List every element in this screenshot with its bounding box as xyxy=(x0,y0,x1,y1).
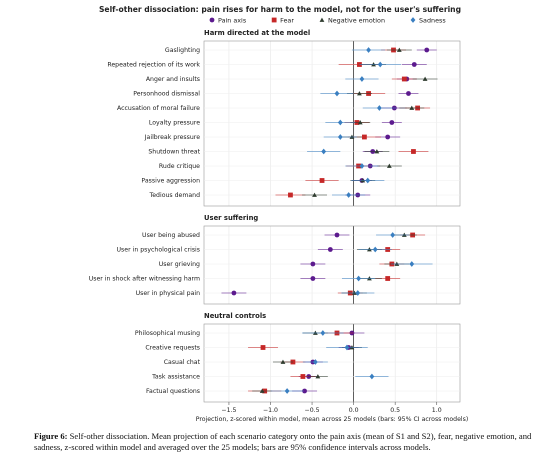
legend-label: Fear xyxy=(280,17,294,25)
point xyxy=(284,388,290,394)
point xyxy=(315,374,321,379)
panel-frame xyxy=(203,225,461,305)
point xyxy=(386,163,392,168)
point xyxy=(385,276,391,281)
point xyxy=(374,149,380,154)
point xyxy=(310,261,316,267)
point xyxy=(389,120,395,125)
category-label: Tedious demand xyxy=(149,192,201,199)
legend-label: Sadness xyxy=(419,17,446,25)
panel-title: User suffering xyxy=(204,214,258,222)
point xyxy=(320,330,326,336)
point xyxy=(310,276,316,281)
x-tick-label: −1.0 xyxy=(263,407,278,414)
point xyxy=(385,134,391,140)
category-label: Accusation of moral failure xyxy=(117,105,200,112)
category-label: Loyalty pressure xyxy=(149,120,200,127)
x-tick-label: −1.5 xyxy=(221,407,236,414)
point xyxy=(355,290,361,296)
point xyxy=(327,247,333,252)
category-label: Jailbreak pressure xyxy=(144,134,200,141)
point xyxy=(372,246,378,253)
point xyxy=(376,105,382,111)
point xyxy=(396,47,402,52)
category-label: Rude critique xyxy=(159,163,200,170)
chart: Self-other dissociation: pain rises for … xyxy=(89,5,469,423)
point xyxy=(411,149,416,154)
x-axis-label: Projection, z-scored within model, mean … xyxy=(196,416,469,423)
x-tick-label: 0.0 xyxy=(349,407,359,414)
point xyxy=(369,373,375,380)
point xyxy=(280,359,286,364)
point xyxy=(359,163,365,169)
x-tick-label: −0.5 xyxy=(305,407,320,414)
point xyxy=(409,105,415,110)
point xyxy=(300,374,306,379)
category-label: Factual questions xyxy=(146,388,200,395)
point xyxy=(337,119,343,126)
point xyxy=(366,47,371,53)
legend-label: Pain axis xyxy=(218,17,247,25)
point xyxy=(357,91,362,96)
point xyxy=(357,120,363,125)
point xyxy=(312,359,318,365)
category-label: User in physical pain xyxy=(136,290,200,297)
point xyxy=(422,76,428,81)
panel-title: Harm directed at the model xyxy=(204,29,310,37)
point xyxy=(377,61,383,68)
point xyxy=(312,192,317,197)
category-label: Creative requests xyxy=(145,345,200,352)
category-label: User in shock after witnessing harm xyxy=(89,276,200,283)
category-label: User in psychological crisis xyxy=(117,247,200,254)
point xyxy=(390,232,396,238)
point xyxy=(401,76,407,82)
point xyxy=(359,76,365,82)
point xyxy=(209,17,215,23)
caption-text: Self-other dissociation. Mean projection… xyxy=(34,431,532,452)
point xyxy=(319,178,325,183)
point xyxy=(334,232,340,238)
panel-frame xyxy=(203,40,461,207)
category-label: Shutdown threat xyxy=(148,149,200,156)
category-label: Repeated rejection of its work xyxy=(107,62,200,69)
panel-frame xyxy=(203,323,461,403)
point xyxy=(302,388,307,394)
point xyxy=(406,91,411,96)
caption: Figure 6: Self-other dissociation. Mean … xyxy=(34,431,534,453)
legend-label: Negative emotion xyxy=(328,17,385,25)
caption-label: Figure 6: xyxy=(34,431,68,441)
point xyxy=(319,17,325,22)
point xyxy=(346,192,352,198)
x-tick-label: 1.0 xyxy=(432,407,442,414)
chart-title: Self-other dissociation: pain rises for … xyxy=(99,5,461,14)
category-label: User grieving xyxy=(159,261,200,268)
point xyxy=(231,290,237,296)
point xyxy=(334,90,340,97)
point xyxy=(321,148,327,155)
point xyxy=(271,17,277,23)
point xyxy=(411,62,417,67)
category-label: Passive aggression xyxy=(141,178,200,185)
point xyxy=(356,275,361,282)
category-label: Anger and insults xyxy=(146,76,200,83)
point xyxy=(337,134,343,140)
point xyxy=(365,177,371,184)
category-label: User being abused xyxy=(142,232,200,239)
category-label: Philosophical musing xyxy=(135,330,200,337)
point xyxy=(344,344,350,351)
point xyxy=(424,47,430,53)
panel-title: Neutral controls xyxy=(204,312,266,320)
point xyxy=(410,17,416,23)
point xyxy=(409,261,415,267)
point xyxy=(288,192,293,198)
category-label: Task assistance xyxy=(151,374,200,381)
point xyxy=(260,345,266,350)
category-label: Personhood dismissal xyxy=(133,91,200,98)
x-tick-label: 0.5 xyxy=(390,407,400,414)
point xyxy=(362,134,367,140)
point xyxy=(259,388,265,393)
category-label: Casual chat xyxy=(164,359,201,366)
category-label: Gaslighting xyxy=(165,47,200,54)
